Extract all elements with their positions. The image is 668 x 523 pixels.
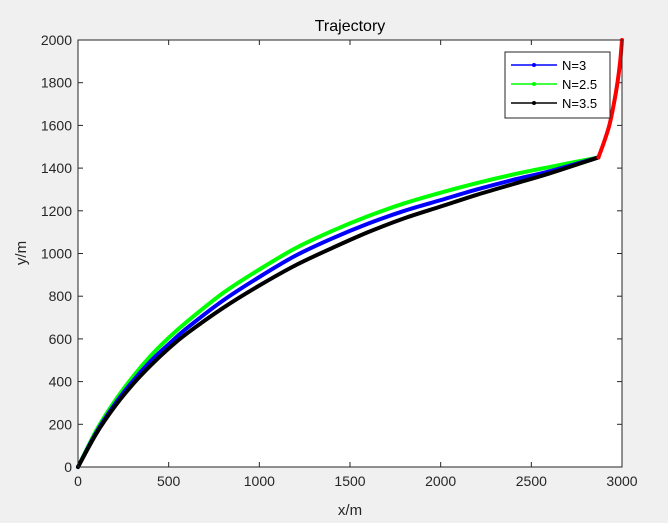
y-tick-label: 2000 <box>41 32 72 48</box>
legend-swatch-marker <box>532 82 536 86</box>
y-tick-label: 0 <box>64 459 72 475</box>
legend-box <box>504 51 611 119</box>
y-tick-label: 600 <box>49 331 73 347</box>
y-tick-label: 200 <box>49 416 73 432</box>
chart-title: Trajectory <box>315 18 386 35</box>
plot-series <box>76 38 624 469</box>
x-axis-label: x/m <box>338 502 362 519</box>
x-tick-label: 0 <box>74 473 82 489</box>
plot-box <box>77 39 623 468</box>
y-tick-label: 1000 <box>41 246 72 262</box>
legend-label: N=3 <box>562 58 586 73</box>
x-tick-label: 1500 <box>334 473 365 489</box>
y-tick-label: 1600 <box>41 117 72 133</box>
legend-swatch-marker <box>532 101 536 105</box>
y-axis-label: y/m <box>13 241 30 265</box>
y-tick-label: 1800 <box>41 75 72 91</box>
legend: N=3 N=2.5 N=3.5 <box>504 51 611 119</box>
series-line-red-segment <box>596 38 624 160</box>
y-tick-label: 1400 <box>41 160 72 176</box>
x-tick-label: 2500 <box>516 473 547 489</box>
y-tick-label: 1200 <box>41 203 72 219</box>
y-tick-label: 800 <box>49 288 73 304</box>
legend-label: N=2.5 <box>562 77 597 92</box>
x-tick-label: 500 <box>157 473 181 489</box>
series-line-n-2-5 <box>76 155 601 469</box>
x-tick-label: 2000 <box>425 473 456 489</box>
axis-ticks: 0 500 1000 1500 2000 2500 3000 0 200 400 600 800 100… <box>41 32 638 489</box>
series-line-n-3-5 <box>76 155 601 469</box>
series-line-n-3 <box>76 155 601 469</box>
y-tick-label: 400 <box>49 374 73 390</box>
legend-label: N=3.5 <box>562 96 597 111</box>
x-tick-label: 3000 <box>606 473 637 489</box>
legend-swatch-marker <box>532 63 536 67</box>
x-tick-label: 1000 <box>244 473 275 489</box>
